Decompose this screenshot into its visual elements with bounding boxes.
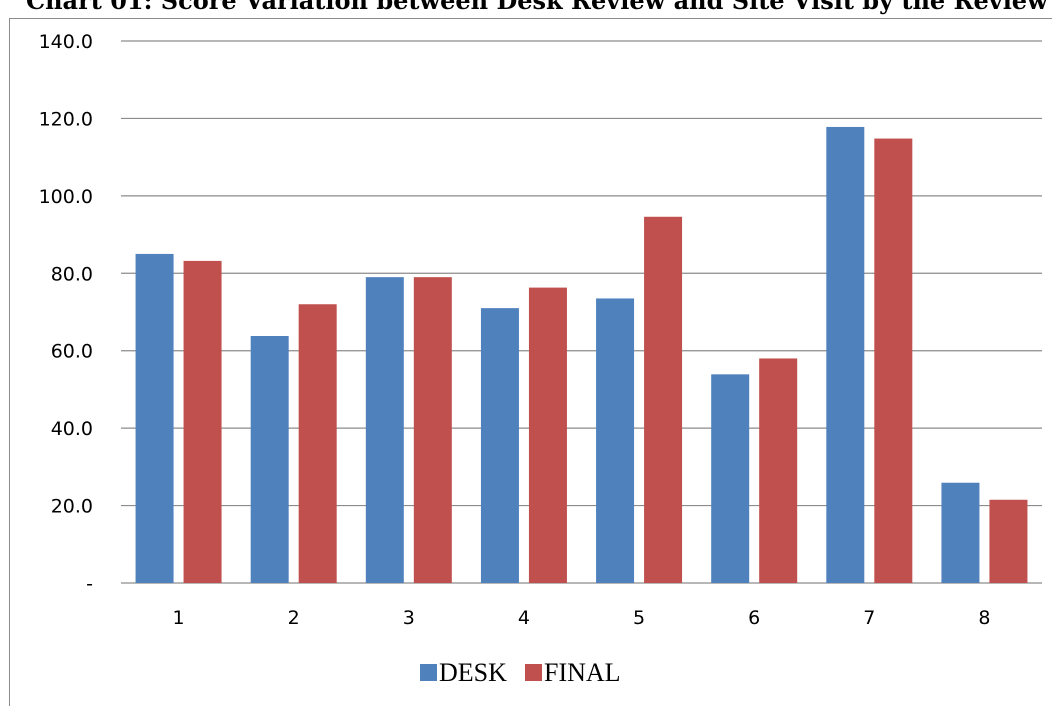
x-tick-label: 8 [978,607,990,629]
x-tick-label: 1 [173,607,185,629]
legend-swatch-final [525,664,542,681]
bar-final-5 [644,216,683,583]
x-tick-label: 3 [403,607,415,629]
bar-desk-3 [365,277,404,583]
y-tick-label: 20.0 [51,496,93,518]
y-tick-label: 40.0 [51,418,93,440]
bar-final-8 [989,499,1028,583]
bar-desk-6 [711,374,750,583]
bars [135,126,1028,584]
x-axis-ticks: 1 2 3 4 5 6 7 8 [173,607,991,629]
y-tick-label: 100.0 [39,186,93,208]
legend-label-desk: DESK [439,658,507,687]
x-tick-label: 5 [633,607,645,629]
bar-desk-8 [941,482,980,583]
chart-frame [9,18,1052,706]
bar-final-7 [874,138,913,583]
legend-label-final: FINAL [544,658,621,687]
y-tick-label: 140.0 [39,31,93,53]
bar-desk-4 [480,308,519,583]
y-tick-label: - [86,573,93,595]
x-tick-label: 7 [863,607,875,629]
bar-final-2 [298,304,337,583]
x-tick-label: 4 [518,607,530,629]
bar-desk-1 [135,253,174,583]
legend: DESK FINAL [420,658,621,687]
bar-final-4 [528,287,567,583]
y-tick-label: 120.0 [39,108,93,130]
bar-desk-2 [250,336,289,583]
bar-desk-5 [596,298,635,583]
bar-final-1 [183,260,222,583]
x-tick-label: 2 [288,607,300,629]
y-tick-label: 60.0 [51,341,93,363]
x-tick-label: 6 [748,607,760,629]
bar-final-3 [413,277,452,583]
chart-title: Chart 01: Score Variation between Desk R… [26,0,1052,15]
y-axis-ticks: - 20.0 40.0 60.0 80.0 100.0 120.0 140.0 [39,31,93,595]
bar-final-6 [759,358,798,583]
legend-swatch-desk [420,664,437,681]
bar-desk-7 [826,126,865,584]
y-tick-label: 80.0 [51,263,93,285]
